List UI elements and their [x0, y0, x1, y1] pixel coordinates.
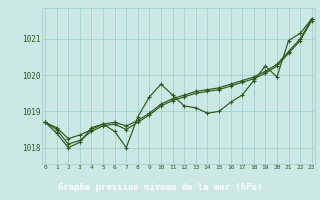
- Text: Graphe pression niveau de la mer (hPa): Graphe pression niveau de la mer (hPa): [58, 182, 262, 192]
